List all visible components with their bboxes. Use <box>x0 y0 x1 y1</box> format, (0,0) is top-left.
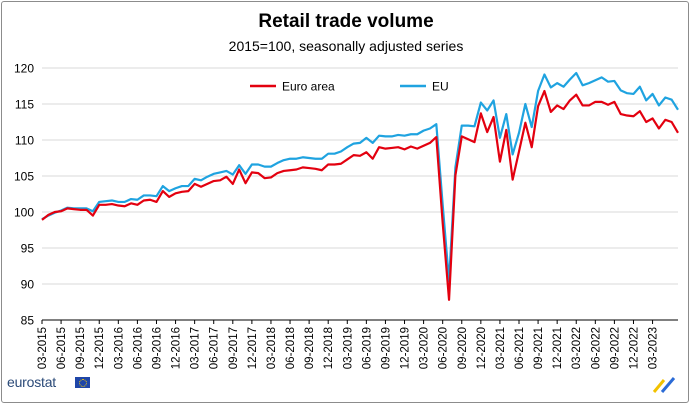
y-tick-label: 85 <box>21 314 35 328</box>
x-tick-label: 06-2020 <box>438 327 450 369</box>
x-tick-label: 09-2016 <box>151 327 163 369</box>
x-tick-label: 06-2017 <box>209 327 221 369</box>
x-tick-label: 06-2021 <box>514 327 526 369</box>
x-tick-label: 12-2021 <box>552 327 564 369</box>
x-tick-label: 03-2019 <box>342 327 354 369</box>
x-tick-label: 03-2016 <box>113 327 125 369</box>
x-axis <box>41 319 678 324</box>
x-tick-label: 12-2017 <box>247 327 259 369</box>
y-tick-label: 110 <box>15 134 34 148</box>
eu-flag-icon <box>75 377 90 388</box>
eurostat-logo: eurostat <box>7 374 56 390</box>
y-tick-label: 95 <box>21 242 35 256</box>
x-tick-label: 12-2019 <box>400 327 412 369</box>
x-tick-label: 03-2017 <box>190 327 202 369</box>
x-tick-label: 09-2015 <box>75 327 87 369</box>
series-lines <box>41 71 679 301</box>
y-tick-label: 100 <box>14 206 34 220</box>
x-tick-label: 03-2018 <box>266 327 278 369</box>
x-tick-label: 12-2020 <box>476 327 488 369</box>
x-tick-label: 12-2022 <box>628 327 640 369</box>
legend: Euro area EU <box>250 80 449 94</box>
series-line-eu <box>41 71 679 283</box>
x-tick-label: 09-2021 <box>533 327 545 369</box>
eurostat-corner-icon <box>652 377 676 393</box>
x-tick-label: 09-2020 <box>457 327 469 369</box>
x-tick-label: 03-2021 <box>495 327 507 369</box>
y-tick-label: 115 <box>15 98 34 112</box>
y-tick-label: 105 <box>14 170 34 184</box>
chart-subtitle: 2015=100, seasonally adjusted series <box>228 38 464 54</box>
x-tick-label: 09-2017 <box>228 327 240 369</box>
x-tick-label: 12-2018 <box>323 327 335 369</box>
x-axis-tick-labels: 03-2015 06-2015 09-2015 12-2015 03-2016 06-20… <box>37 327 660 369</box>
series-line-euro-area <box>41 89 679 301</box>
x-tick-label: 03-2023 <box>648 327 660 369</box>
x-tick-label: 06-2015 <box>56 327 68 369</box>
legend-label: Euro area <box>282 80 335 94</box>
x-tick-label: 06-2019 <box>361 327 373 369</box>
x-tick-label: 09-2019 <box>380 327 392 369</box>
legend-label: EU <box>432 80 449 94</box>
x-tick-label: 03-2015 <box>37 327 49 369</box>
y-tick-label: 120 <box>14 62 34 76</box>
grid-lines <box>42 67 678 285</box>
x-tick-label: 06-2022 <box>590 327 602 369</box>
y-axis-tick-labels: 85 90 95 100 105 110 115 120 <box>14 62 34 328</box>
x-tick-label: 12-2016 <box>171 327 183 369</box>
x-tick-label: 12-2015 <box>94 327 106 369</box>
x-tick-label: 06-2018 <box>285 327 297 369</box>
x-tick-label: 09-2022 <box>609 327 621 369</box>
chart-title: Retail trade volume <box>258 11 434 32</box>
x-tick-label: 03-2022 <box>571 327 583 369</box>
x-tick-label: 03-2020 <box>419 327 431 369</box>
x-tick-label: 06-2016 <box>132 327 144 369</box>
y-tick-label: 90 <box>21 278 35 292</box>
x-tick-label: 09-2018 <box>304 327 316 369</box>
